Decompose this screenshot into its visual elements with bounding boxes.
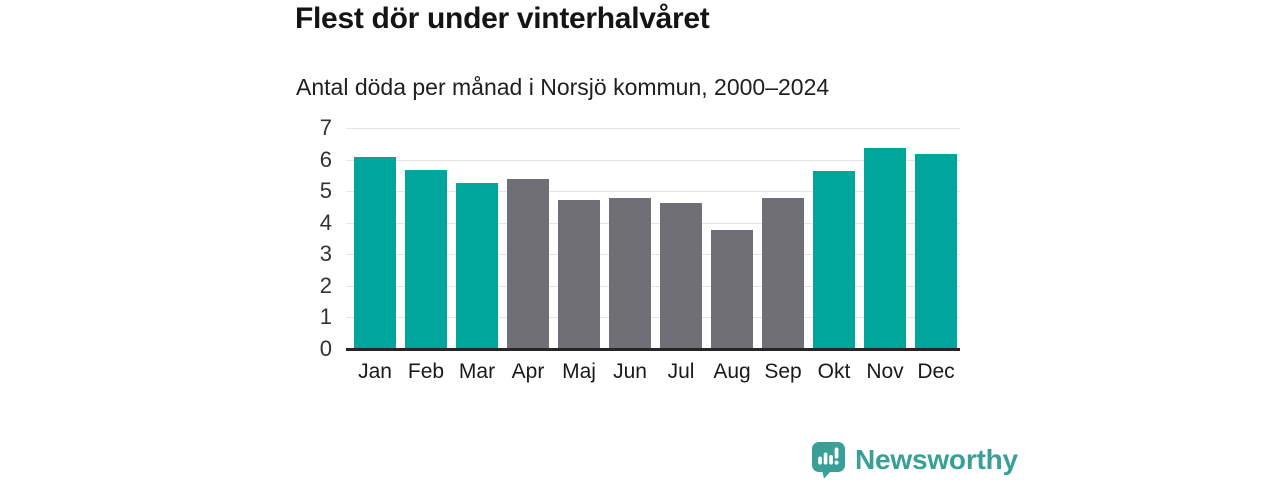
y-tick-label-6: 6 xyxy=(319,146,332,172)
bar-mar xyxy=(456,182,498,349)
brand-name: Newsworthy xyxy=(855,444,1018,475)
y-tick-label-4: 4 xyxy=(319,209,332,235)
y-tick-label-5: 5 xyxy=(319,178,332,204)
newsworthy-logo-icon xyxy=(812,442,845,479)
bar-sep xyxy=(762,198,804,349)
gridline-2 xyxy=(346,285,960,287)
bar-feb xyxy=(405,169,447,349)
bar-apr xyxy=(507,179,549,349)
chart-subtitle: Antal döda per månad i Norsjö kommun, 20… xyxy=(296,74,830,100)
x-tick-label-sep: Sep xyxy=(764,360,802,383)
gridline-7 xyxy=(346,128,960,129)
y-tick-label-2: 2 xyxy=(319,272,332,298)
y-tick-label-1: 1 xyxy=(319,304,332,330)
bar-jan xyxy=(354,157,396,349)
gridline-5 xyxy=(346,191,960,193)
y-tick-label-0: 0 xyxy=(319,336,332,361)
x-tick-label-maj: Maj xyxy=(562,360,596,383)
gridline-3 xyxy=(346,254,960,256)
y-tick-label-7: 7 xyxy=(319,115,332,140)
x-tick-label-jan: Jan xyxy=(358,360,392,383)
bar-dec xyxy=(915,154,957,349)
x-tick-label-mar: Mar xyxy=(458,360,496,383)
gridline-6 xyxy=(346,159,960,161)
x-tick-label-jun: Jun xyxy=(613,360,647,383)
x-axis-line xyxy=(346,348,960,351)
bar-okt xyxy=(813,170,855,349)
bar-maj xyxy=(558,199,600,349)
x-tick-label-aug: Aug xyxy=(713,360,751,383)
y-tick-label-3: 3 xyxy=(319,241,332,267)
bar-aug xyxy=(711,229,753,349)
gridline-4 xyxy=(346,222,960,224)
bar-nov xyxy=(864,147,906,349)
bar-jun xyxy=(609,198,651,349)
chart-title: Flest dör under vinterhalvåret xyxy=(295,2,710,35)
x-tick-label-dec: Dec xyxy=(917,360,955,383)
x-tick-label-okt: Okt xyxy=(817,360,851,383)
x-tick-label-jul: Jul xyxy=(667,360,695,383)
x-tick-label-apr: Apr xyxy=(511,360,545,383)
brand-footer: Newsworthy xyxy=(810,440,1018,480)
x-tick-label-feb: Feb xyxy=(407,360,445,383)
plot-area xyxy=(346,128,960,349)
x-tick-label-nov: Nov xyxy=(866,360,904,383)
bar-jul xyxy=(660,203,702,349)
gridline-1 xyxy=(346,317,960,319)
